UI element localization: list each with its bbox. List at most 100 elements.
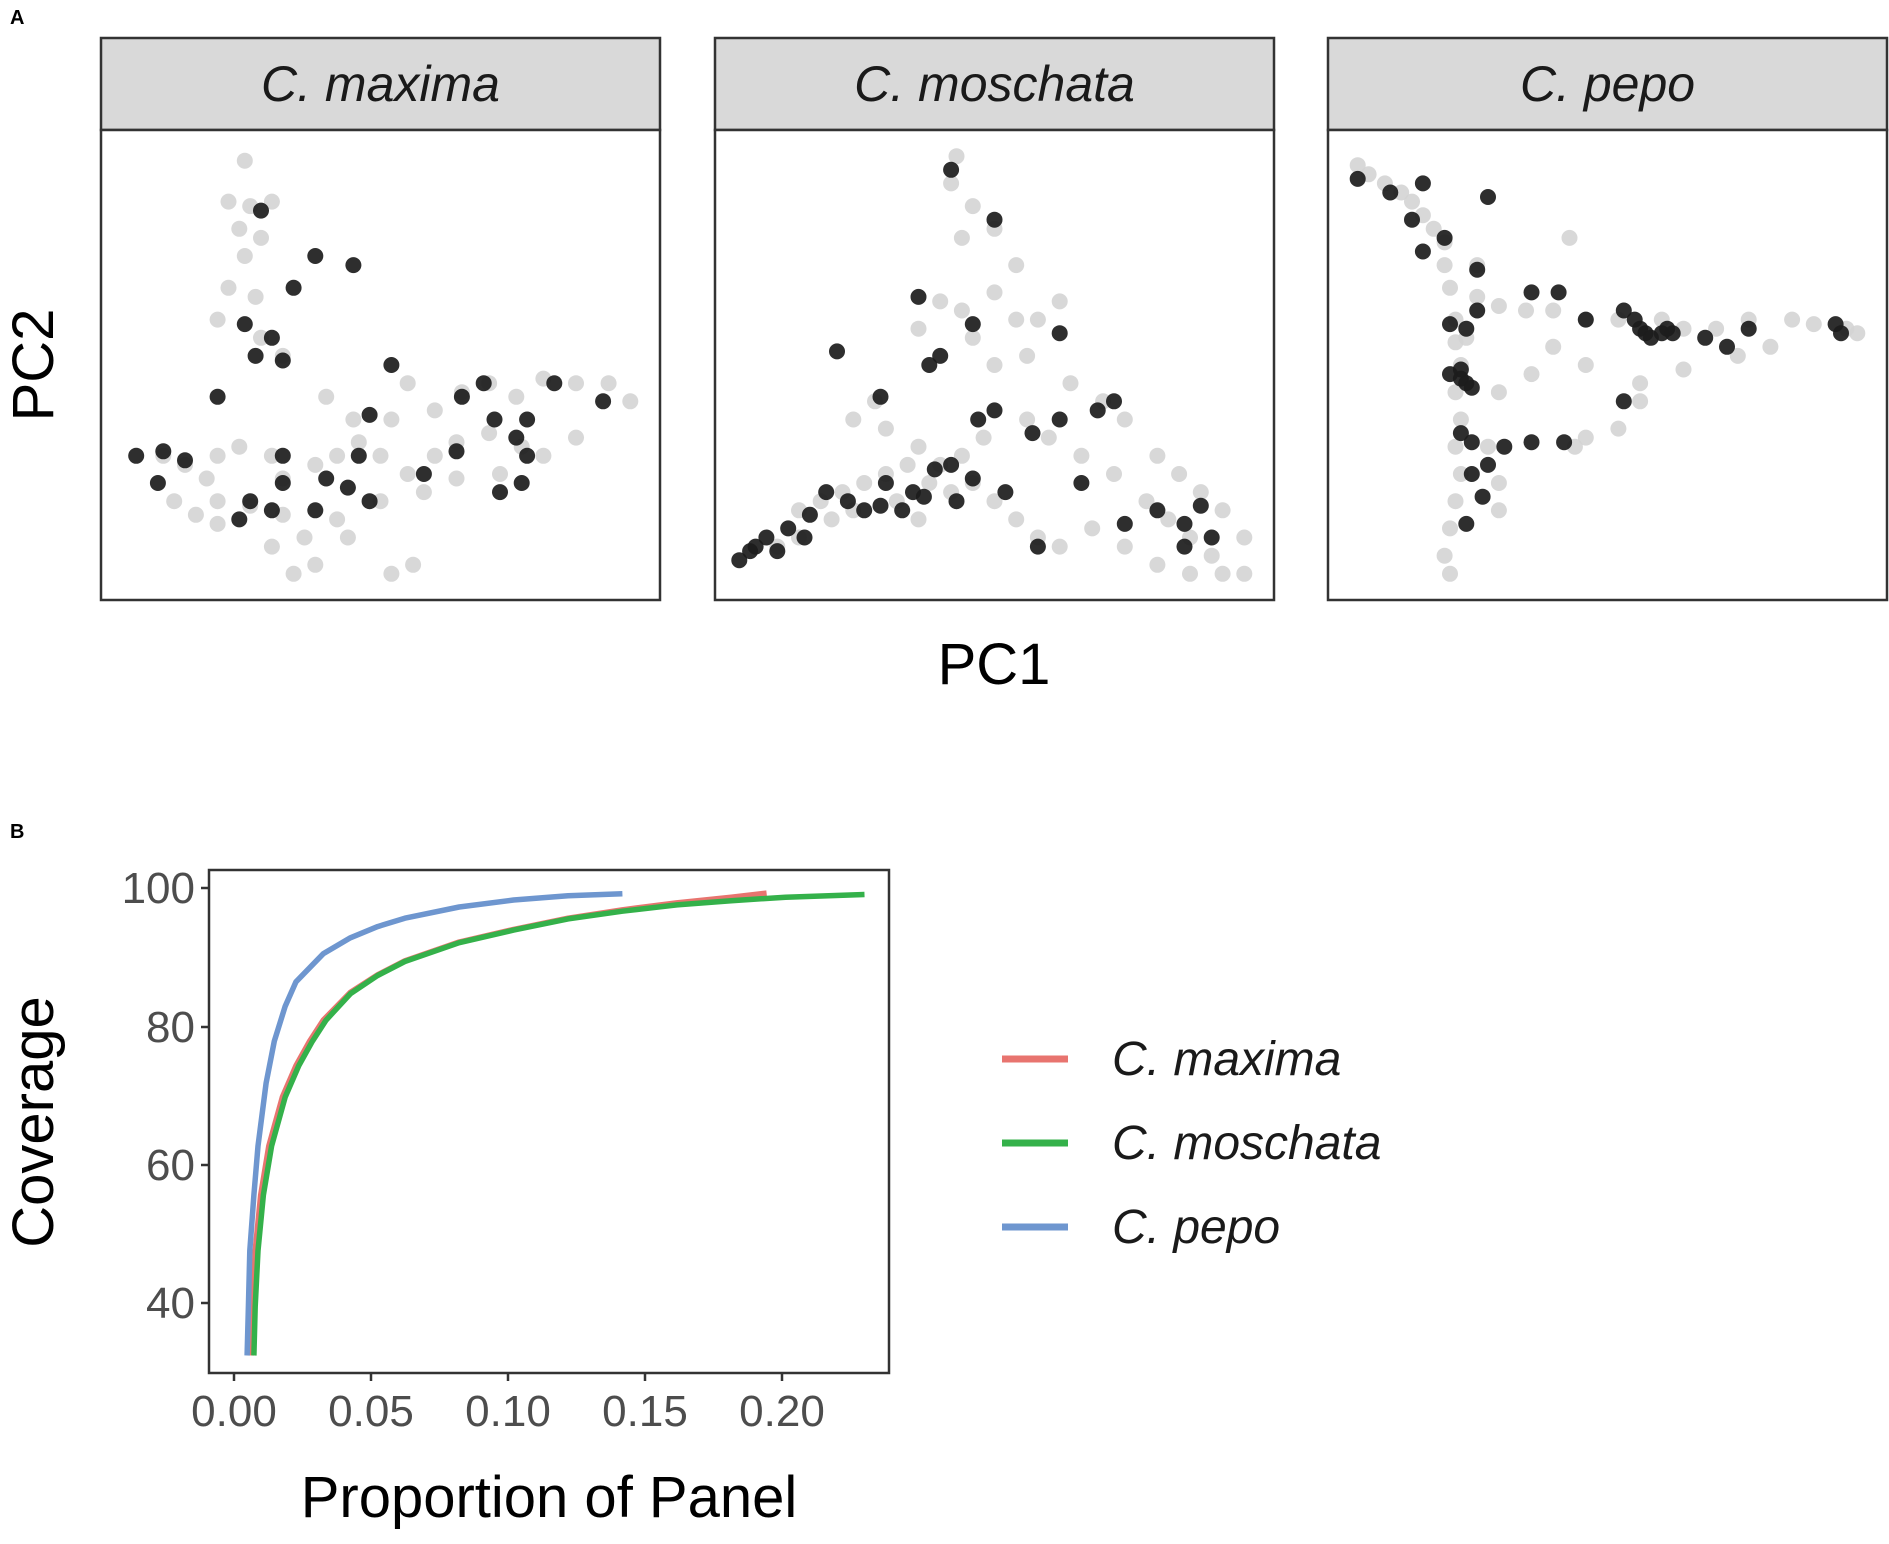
scatter-point-moschata-light-29	[1106, 466, 1122, 482]
scatter-point-maxima-light-3	[263, 193, 280, 210]
scatter-point-pepo-light-14	[1452, 411, 1469, 428]
scatter-point-moschata-dark-10	[970, 411, 987, 428]
scatter-point-pepo-dark-30	[1463, 379, 1480, 396]
scatter-point-pepo-light-40	[1729, 347, 1746, 364]
coverage-chart: 100 80 60 40 0.00 0.05 0.10 0.15 0.20 Pr…	[1, 864, 891, 1530]
scatter-point-moschata-light-11	[1008, 311, 1025, 328]
scatter-point-pepo-light-39	[1675, 361, 1692, 378]
scatter-point-maxima-light-58	[405, 556, 422, 573]
scatter-point-moschata-dark-3	[964, 316, 981, 333]
scatter-point-maxima-dark-11	[453, 388, 470, 405]
scatter-point-maxima-dark-21	[177, 452, 193, 469]
scatter-point-moschata-light-7	[932, 293, 949, 310]
scatter-point-moschata-dark-20	[818, 484, 835, 501]
facet-label-pepo: C. pepo	[1520, 56, 1695, 112]
scatter-point-maxima-dark-25	[448, 443, 465, 460]
scatter-point-maxima-light-33	[350, 434, 367, 451]
scatter-point-maxima-light-12	[318, 388, 335, 405]
scatter-point-maxima-light-23	[622, 393, 639, 410]
scatter-point-maxima-light-40	[535, 447, 552, 464]
scatter-point-moschata-light-2	[964, 198, 981, 215]
scatter-point-maxima-dark-0	[253, 202, 269, 219]
scatter-point-moschata-light-34	[1236, 529, 1253, 546]
facet-label-moschata: C. moschata	[854, 56, 1135, 112]
panel-a-y-axis-title: PC2	[1, 309, 66, 422]
scatter-point-maxima-light-9	[209, 311, 226, 328]
scatter-point-maxima-light-1	[220, 193, 237, 210]
scatter-point-moschata-dark-24	[780, 520, 797, 537]
scatter-point-moschata-dark-14	[1024, 425, 1041, 442]
scatter-point-maxima-dark-3	[285, 279, 302, 296]
scatter-point-moschata-light-49	[1008, 511, 1025, 528]
scatter-point-maxima-dark-26	[415, 466, 432, 482]
scatter-point-moschata-light-22	[910, 438, 927, 455]
scatter-point-pepo-dark-37	[1463, 466, 1480, 482]
scatter-point-moschata-light-20	[845, 411, 862, 428]
scatter-point-moschata-dark-35	[1192, 497, 1209, 514]
x-tick-label-0.00: 0.00	[191, 1387, 277, 1436]
facet-strip-maxima	[99, 36, 662, 132]
scatter-point-maxima-light-34	[372, 447, 389, 464]
scatter-point-maxima-light-43	[187, 506, 204, 523]
scatter-point-maxima-light-47	[296, 529, 313, 546]
scatter-point-moschata-dark-19	[877, 475, 894, 491]
scatter-point-pepo-light-19	[1436, 547, 1453, 564]
scatter-point-maxima-dark-9	[209, 388, 226, 405]
scatter-point-pepo-dark-39	[1474, 488, 1491, 505]
scatter-point-maxima-dark-32	[263, 502, 280, 519]
scatter-point-moschata-dark-5	[829, 343, 845, 360]
scatter-point-pepo-light-36	[1523, 366, 1540, 383]
scatter-point-moschata-light-6	[986, 284, 1003, 301]
scatter-point-pepo-dark-31	[1615, 393, 1632, 410]
scatter-point-moschata-light-24	[953, 447, 970, 464]
scatter-point-pepo-dark-20	[1697, 329, 1714, 346]
scatter-point-maxima-dark-12	[475, 375, 492, 392]
scatter-point-maxima-light-28	[231, 438, 248, 455]
scatter-point-pepo-dark-22	[1740, 320, 1757, 337]
scatter-point-moschata-light-42	[856, 475, 873, 491]
scatter-point-pepo-dark-29	[1442, 366, 1458, 383]
facet-strip-pepo	[1326, 36, 1889, 132]
scatter-point-moschata-dark-25	[758, 529, 775, 546]
scatter-point-maxima-light-51	[448, 470, 465, 487]
scatter-point-maxima-dark-18	[519, 447, 536, 464]
scatter-point-pepo-light-31	[1784, 311, 1801, 328]
scatter-point-moschata-light-9	[910, 320, 927, 337]
scatter-point-maxima-light-36	[426, 447, 443, 464]
scatter-point-moschata-dark-43	[997, 484, 1014, 501]
scatter-point-maxima-light-35	[399, 466, 416, 482]
scatter-point-maxima-dark-30	[242, 493, 259, 510]
scatter-point-maxima-dark-35	[492, 484, 508, 501]
scatter-point-moschata-dark-1	[986, 211, 1003, 228]
scatter-point-pepo-light-38	[1632, 375, 1649, 392]
scatter-point-maxima-dark-27	[274, 475, 291, 491]
scatter-point-moschata-light-54	[1149, 556, 1166, 573]
scatter-point-maxima-dark-34	[231, 511, 248, 528]
y-tick-label-40: 40	[146, 1279, 195, 1328]
scatter-points-pepo	[1349, 157, 1866, 582]
scatter-point-moschata-dark-27	[731, 552, 748, 569]
scatter-point-moschata-dark-40	[948, 493, 965, 510]
scatter-point-maxima-dark-20	[155, 443, 172, 460]
panel-b-letter: B	[10, 821, 24, 843]
scatter-point-moschata-dark-0	[943, 161, 960, 178]
scatter-point-moschata-dark-15	[943, 456, 960, 473]
scatter-point-pepo-dark-32	[1523, 434, 1540, 451]
scatter-point-moschata-light-32	[1192, 484, 1209, 501]
y-tick-label-100: 100	[122, 864, 195, 913]
facet-maxima: C. maxima	[99, 36, 662, 602]
scatter-point-pepo-dark-5	[1436, 229, 1453, 246]
scatter-point-pepo-light-24	[1545, 302, 1562, 319]
scatter-point-pepo-light-15	[1447, 438, 1464, 455]
scatter-point-pepo-light-41	[1762, 338, 1779, 355]
scatter-point-moschata-dark-12	[1089, 402, 1106, 419]
y-tick-label-80: 80	[146, 1003, 195, 1052]
scatter-point-moschata-light-57	[1236, 565, 1253, 582]
scatter-point-moschata-dark-28	[769, 543, 786, 560]
scatter-point-maxima-light-7	[220, 279, 237, 296]
scatter-point-maxima-light-19	[508, 388, 525, 405]
scatter-point-maxima-light-22	[600, 375, 617, 392]
scatter-point-maxima-dark-13	[546, 375, 563, 392]
scatter-point-pepo-dark-11	[1442, 316, 1458, 333]
scatter-point-moschata-light-60	[823, 511, 840, 528]
